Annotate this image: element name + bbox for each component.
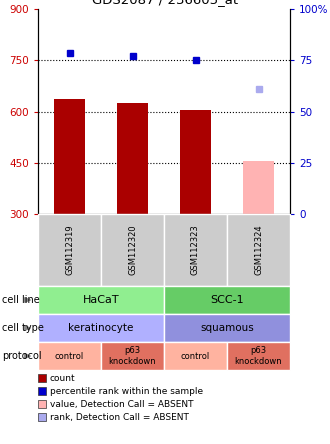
Text: protocol: protocol — [2, 351, 42, 361]
Text: cell type: cell type — [2, 323, 44, 333]
Text: cell line: cell line — [2, 295, 40, 305]
Text: GSM112320: GSM112320 — [128, 225, 137, 275]
Text: keratinocyte: keratinocyte — [68, 323, 134, 333]
Bar — [54, 99, 85, 214]
Text: count: count — [50, 373, 76, 382]
Text: control: control — [181, 352, 210, 361]
Text: rank, Detection Call = ABSENT: rank, Detection Call = ABSENT — [50, 412, 189, 421]
Text: control: control — [55, 352, 84, 361]
Text: p63
knockdown: p63 knockdown — [109, 346, 156, 366]
Text: GSM112323: GSM112323 — [191, 225, 200, 275]
Text: GDS2087 / 236605_at: GDS2087 / 236605_at — [92, 0, 238, 6]
Text: value, Detection Call = ABSENT: value, Detection Call = ABSENT — [50, 400, 193, 408]
Text: p63
knockdown: p63 knockdown — [235, 346, 282, 366]
Text: HaCaT: HaCaT — [83, 295, 119, 305]
Text: GSM112319: GSM112319 — [65, 225, 74, 275]
Text: GSM112324: GSM112324 — [254, 225, 263, 275]
Bar — [180, 110, 211, 214]
Text: squamous: squamous — [200, 323, 254, 333]
Bar — [243, 161, 274, 214]
Text: SCC-1: SCC-1 — [210, 295, 244, 305]
Text: percentile rank within the sample: percentile rank within the sample — [50, 386, 203, 396]
Bar — [117, 103, 148, 214]
